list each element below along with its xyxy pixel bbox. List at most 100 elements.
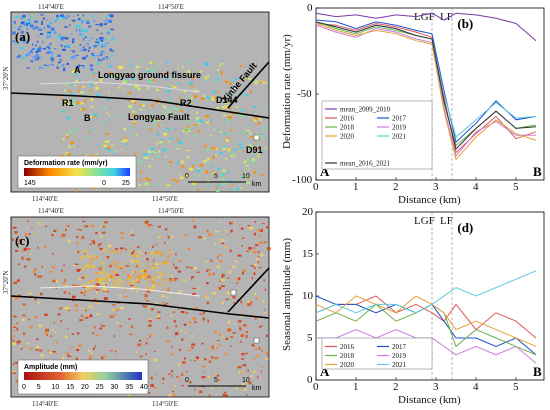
speckle-dot (239, 225, 241, 226)
speckle-dot (216, 189, 220, 193)
speckle-dot (101, 356, 104, 360)
speckle-dot (171, 393, 176, 396)
speckle-dot (239, 113, 243, 116)
speckle-dot (81, 33, 85, 35)
speckle-dot (73, 265, 77, 267)
speckle-dot (216, 187, 218, 191)
speckle-dot (83, 308, 85, 312)
speckle-dot (122, 271, 126, 273)
speckle-dot (50, 63, 55, 66)
speckle-dot (144, 156, 149, 160)
speckle-dot (128, 318, 131, 320)
speckle-dot (99, 258, 102, 260)
speckle-dot (46, 19, 48, 21)
speckle-dot (260, 174, 264, 176)
colorbar-c-tick: 5 (37, 384, 41, 391)
speckle-dot (254, 267, 256, 269)
speckle-dot (222, 147, 227, 151)
speckle-dot (162, 104, 164, 107)
speckle-dot (223, 240, 225, 242)
speckle-dot (90, 224, 94, 227)
speckle-dot (148, 324, 152, 327)
speckle-dot (187, 125, 190, 129)
speckle-dot (230, 155, 233, 157)
speckle-dot (12, 371, 16, 373)
speckle-dot (69, 356, 73, 358)
speckle-dot (81, 256, 85, 259)
speckle-dot (141, 104, 145, 107)
speckle-dot (95, 41, 99, 43)
speckle-dot (104, 122, 109, 124)
speckle-dot (36, 58, 39, 61)
speckle-dot (119, 294, 121, 297)
speckle-dot (29, 233, 31, 235)
speckle-dot (260, 80, 262, 82)
top-tick-2: 114°50′E (158, 207, 184, 215)
speckle-dot (199, 313, 202, 315)
speckle-dot (85, 225, 89, 228)
speckle-dot (188, 321, 192, 324)
speckle-dot (39, 66, 41, 69)
speckle-dot (129, 285, 134, 287)
speckle-dot (92, 116, 96, 118)
speckle-dot (41, 265, 44, 268)
speckle-dot (227, 136, 229, 139)
speckle-dot (105, 15, 110, 18)
speckle-dot (98, 243, 102, 246)
speckle-dot (166, 326, 169, 329)
speckle-dot (19, 26, 22, 28)
speckle-dot (257, 152, 260, 154)
speckle-dot (91, 54, 95, 56)
speckle-dot (227, 331, 230, 333)
speckle-dot (199, 390, 203, 394)
speckle-dot (162, 301, 164, 304)
speckle-dot (184, 131, 188, 133)
speckle-dot (47, 24, 50, 28)
speckle-dot (26, 27, 29, 31)
speckle-dot (165, 61, 170, 64)
speckle-dot (61, 63, 65, 67)
speckle-dot (75, 79, 78, 83)
speckle-dot (235, 106, 239, 108)
speckle-dot (95, 291, 98, 294)
speckle-dot (264, 358, 269, 360)
speckle-dot (216, 340, 220, 342)
speckle-dot (89, 243, 93, 245)
speckle-dot (152, 79, 157, 81)
speckle-dot (29, 24, 34, 28)
speckle-dot (84, 265, 88, 268)
speckle-dot (183, 323, 187, 326)
speckle-dot (65, 283, 67, 285)
speckle-dot (66, 16, 68, 19)
speckle-dot (175, 107, 180, 111)
speckle-dot (108, 19, 112, 23)
speckle-dot (206, 269, 211, 271)
speckle-dot (46, 45, 50, 48)
speckle-dot (48, 47, 51, 50)
speckle-dot (32, 27, 35, 30)
speckle-dot (185, 175, 189, 178)
speckle-dot (126, 61, 128, 63)
speckle-dot (129, 325, 131, 328)
speckle-dot (30, 16, 32, 19)
speckle-dot (146, 67, 149, 70)
speckle-dot (250, 265, 254, 267)
speckle-dot (100, 51, 105, 54)
speckle-dot (14, 361, 19, 364)
speckle-dot (218, 344, 221, 347)
speckle-dot (255, 132, 257, 135)
speckle-dot (127, 74, 130, 76)
speckle-dot (23, 40, 26, 44)
speckle-dot (221, 242, 225, 245)
speckle-dot (102, 287, 107, 291)
speckle-dot (232, 296, 236, 299)
speckle-dot (84, 250, 88, 253)
speckle-dot (262, 81, 267, 84)
speckle-dot (25, 20, 29, 24)
speckle-dot (179, 110, 184, 112)
speckle-dot (222, 336, 224, 338)
speckle-dot (20, 30, 24, 34)
speckle-dot (76, 65, 80, 69)
speckle-dot (253, 272, 256, 276)
speckle-dot (95, 272, 99, 275)
